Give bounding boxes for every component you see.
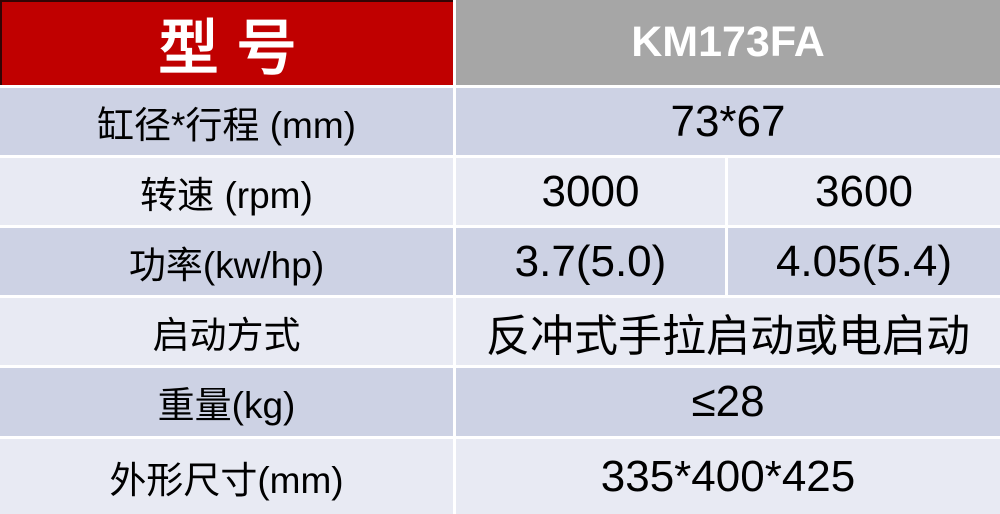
row-bore-stroke-label: 缸径*行程 (mm) [0, 88, 453, 155]
row-dimensions-label: 外形尺寸(mm) [0, 439, 453, 514]
row-dimensions-value: 335*400*425 [456, 439, 1000, 514]
row-speed-label: 转速 (rpm) [0, 158, 453, 225]
row-bore-stroke-value: 73*67 [456, 88, 1000, 155]
header-model-value: KM173FA [456, 0, 1000, 85]
row-start-method-value: 反冲式手拉启动或电启动 [456, 298, 1000, 365]
row-speed-value-1: 3000 [456, 158, 725, 225]
row-power-label: 功率(kw/hp) [0, 228, 453, 295]
row-weight-value: ≤28 [456, 368, 1000, 436]
row-start-method-label: 启动方式 [0, 298, 453, 365]
row-power-value-2: 4.05(5.4) [728, 228, 1000, 295]
row-speed-value-2: 3600 [728, 158, 1000, 225]
row-power-value-1: 3.7(5.0) [456, 228, 725, 295]
header-model-label: 型号 [0, 0, 453, 85]
row-weight-label: 重量(kg) [0, 368, 453, 436]
